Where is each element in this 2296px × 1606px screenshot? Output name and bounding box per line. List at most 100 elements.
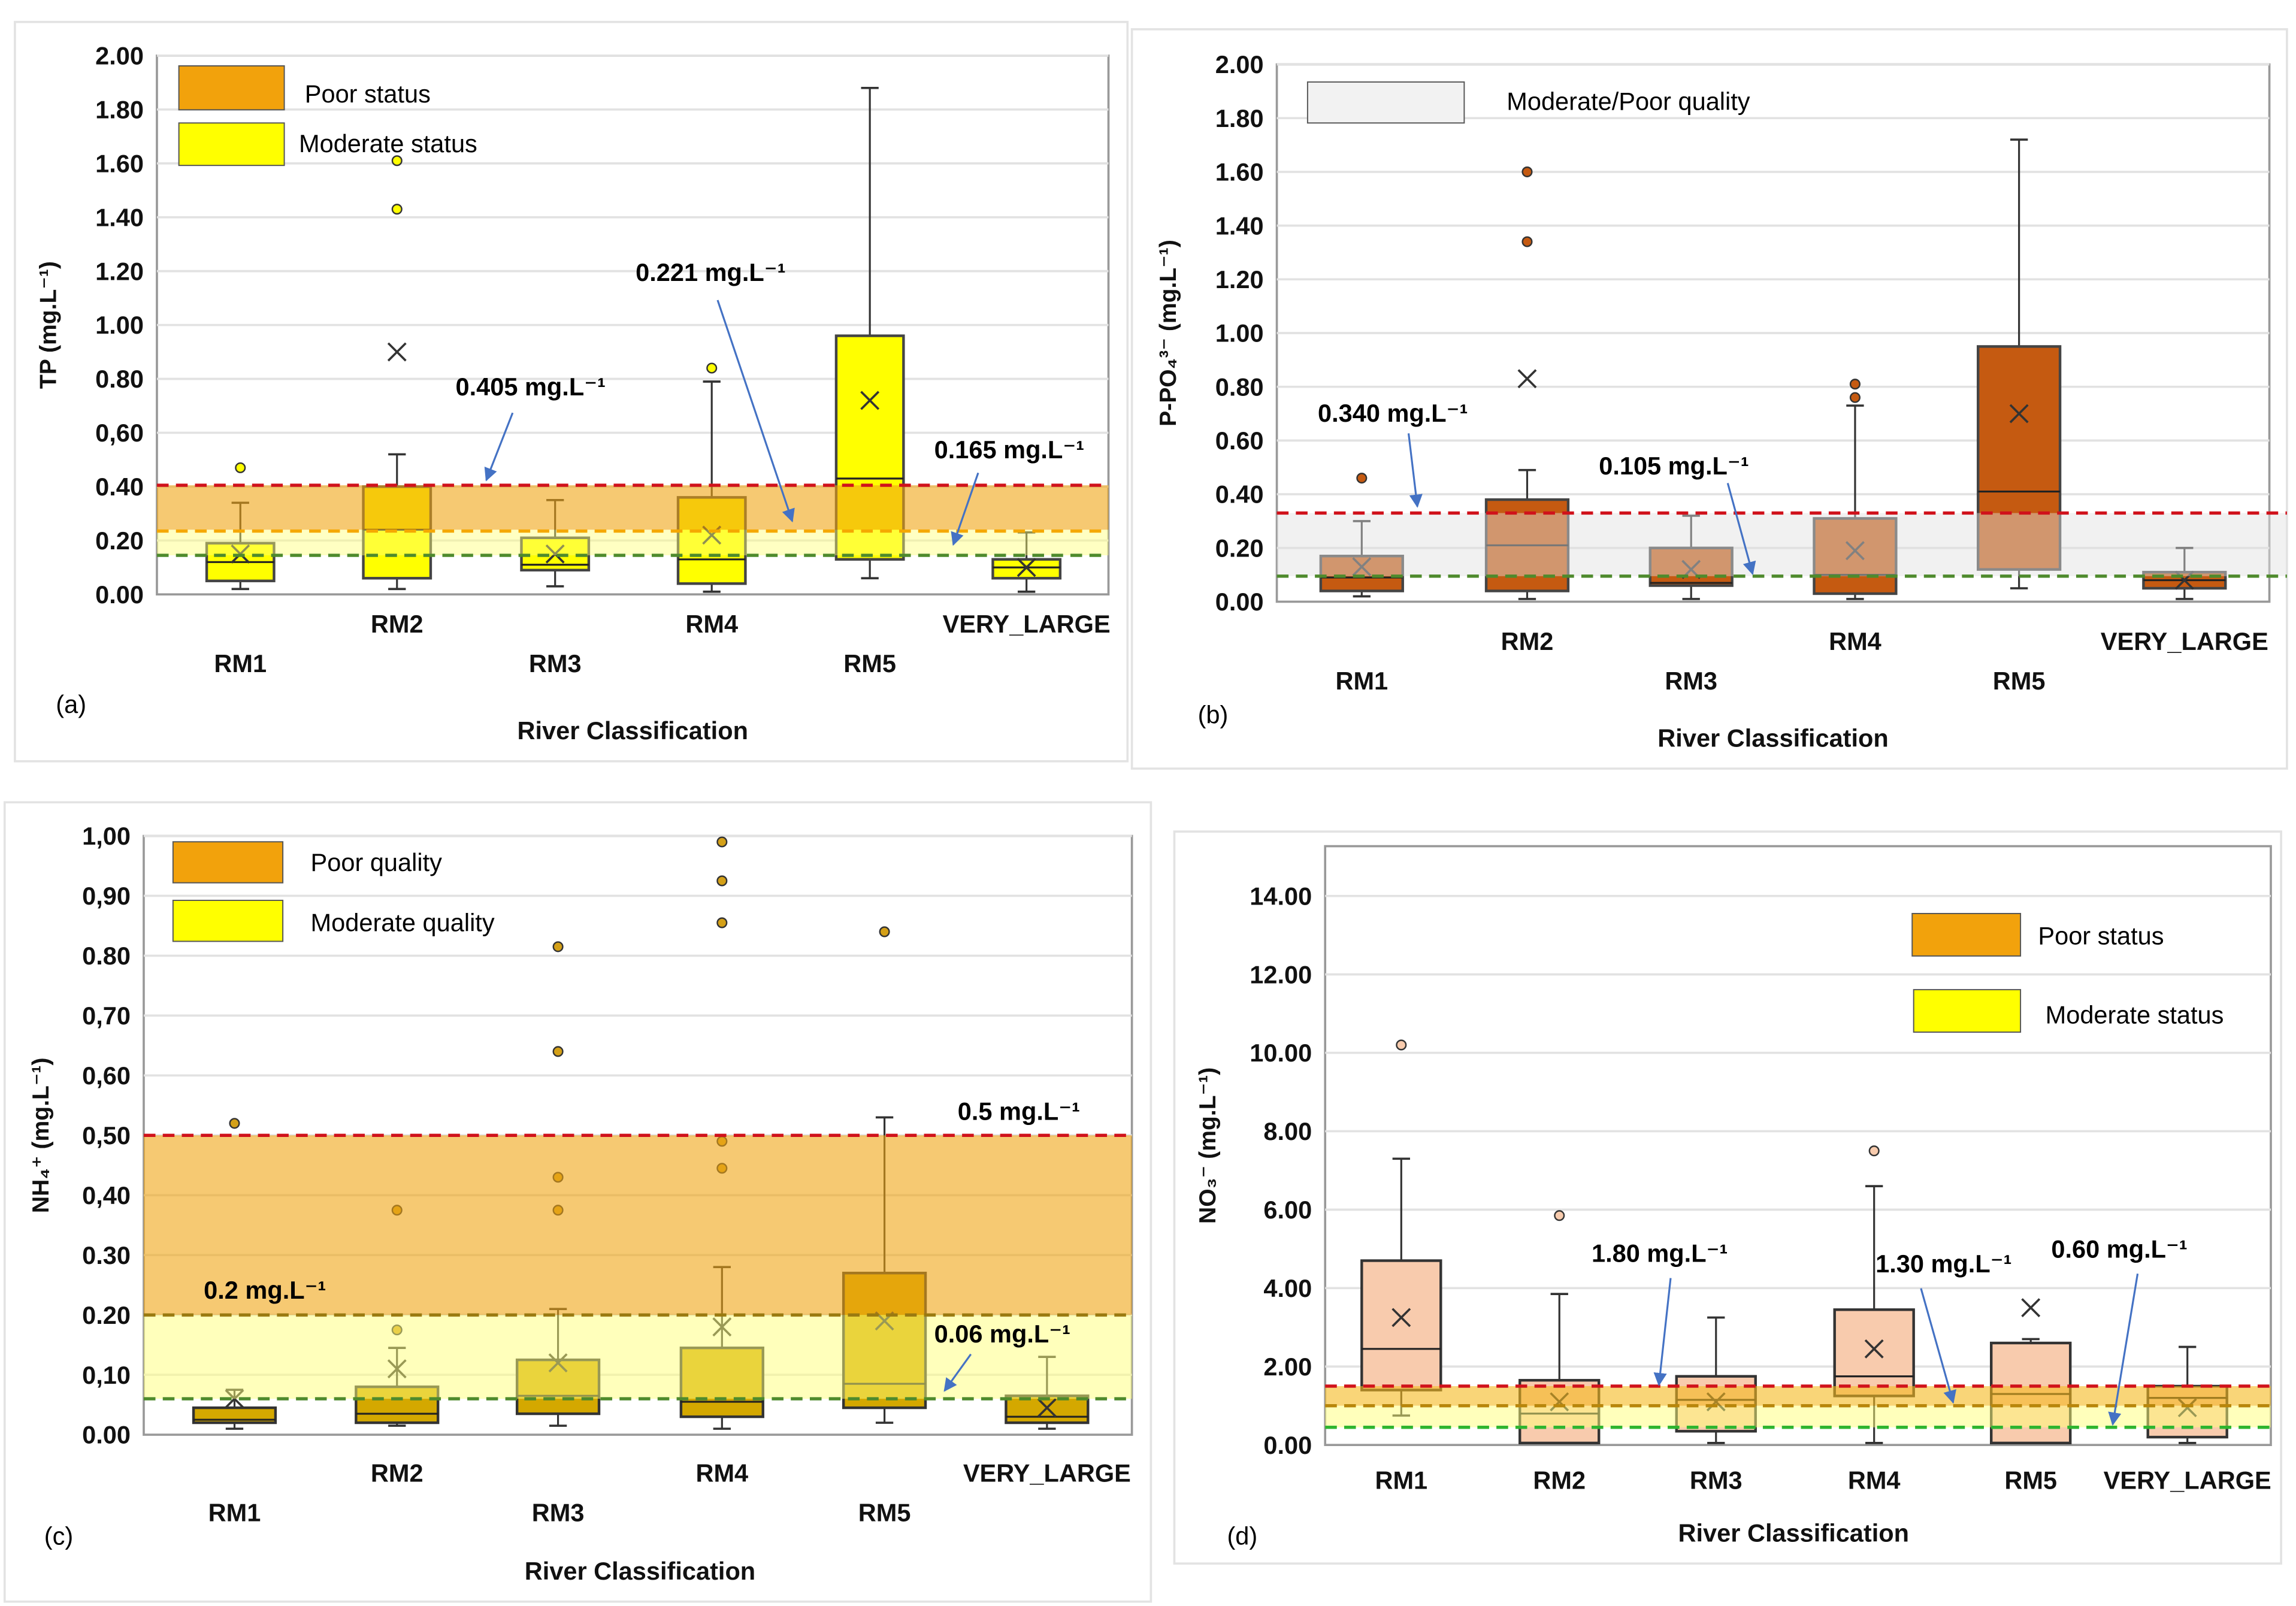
- box-iqr: [1648, 546, 1734, 587]
- panel-d: 0.00 2.00 4.00 6.00 8.00 10.00 12.00 14.00 RM1 RM…: [1173, 830, 2282, 1565]
- x-tick-label: RM4: [1848, 1466, 1901, 1494]
- y-axis-label: NH₄⁺ (mg.L⁻¹): [28, 1057, 54, 1213]
- y-tick-label: 0.30: [82, 1241, 131, 1269]
- x-tick-label: VERY_LARGE: [2104, 1466, 2271, 1494]
- threshold-annotation: 0.405 mg.L⁻¹: [456, 373, 606, 401]
- y-tick-label: 1.60: [95, 149, 144, 177]
- mean-marker: [1037, 1398, 1057, 1418]
- x-tick-label: VERY_LARGE: [963, 1459, 1131, 1487]
- panel-tag: (d): [1227, 1522, 1257, 1550]
- x-tick-label: RM3: [1690, 1466, 1743, 1494]
- panel-c: 0.00 0,10 0.20 0.30 0,40 0,50 0,60 0,70 0.80 0,90…: [3, 801, 1152, 1603]
- y-tick-label: 0,10: [82, 1361, 131, 1389]
- panel-tag: (b): [1198, 700, 1229, 728]
- outlier-point: [391, 155, 403, 167]
- outlier-point: [1849, 379, 1861, 390]
- outlier-point: [391, 204, 403, 215]
- y-tick-label: 14.00: [1250, 882, 1312, 910]
- outlier-point: [235, 462, 246, 473]
- mean-marker: [1391, 1308, 1411, 1327]
- box-RM3: [1648, 515, 1734, 600]
- box-VERY_LARGE: [2142, 546, 2227, 600]
- x-tick-label: RM1: [214, 649, 267, 678]
- x-tick-label: RM4: [685, 610, 738, 638]
- box-iqr: [1813, 517, 1898, 595]
- x-axis-label: River Classification: [1678, 1519, 1909, 1547]
- y-tick-label: 1.00: [1215, 319, 1264, 347]
- y-tick-label: 12.00: [1250, 960, 1312, 988]
- mean-marker: [1517, 369, 1537, 389]
- mean-marker: [1864, 1339, 1884, 1359]
- mean-marker: [1352, 557, 1372, 577]
- outlier-point: [706, 362, 718, 374]
- y-tick-label: 0.00: [1263, 1431, 1312, 1459]
- y-tick-label: 1,00: [82, 822, 131, 850]
- y-tick-label: 0.00: [1215, 588, 1264, 616]
- y-tick-label: 0,50: [82, 1121, 131, 1150]
- y-tick-label: 1.00: [95, 311, 144, 339]
- threshold-band: [1325, 1386, 2271, 1406]
- outlier-point: [229, 1118, 240, 1129]
- legend-label: Moderate status: [2046, 1000, 2224, 1029]
- annotation-arrow: [943, 1353, 972, 1392]
- panel-tag: (a): [56, 690, 86, 718]
- outlier-point: [716, 836, 728, 848]
- threshold-band: [143, 1315, 1132, 1399]
- y-tick-label: 0.40: [95, 473, 144, 501]
- y-tick-label: 0,40: [82, 1181, 131, 1209]
- legend-label: Moderate quality: [311, 908, 495, 936]
- x-tick-label: RM2: [1501, 627, 1554, 655]
- y-tick-label: 0,70: [82, 1002, 131, 1030]
- y-tick-label: 0.20: [82, 1301, 131, 1329]
- legend-label: Poor status: [305, 80, 431, 108]
- legend-label: Poor status: [2038, 921, 2164, 949]
- mean-marker: [2021, 1298, 2041, 1318]
- box-iqr: [1977, 345, 2062, 571]
- y-tick-label: 0.00: [95, 580, 144, 609]
- box-iqr: [1360, 1259, 1442, 1392]
- box-RM1: [205, 462, 276, 591]
- y-tick-label: 2.00: [95, 42, 144, 70]
- y-tick-label: 0.80: [95, 365, 144, 393]
- plot-area: [1324, 845, 2272, 1446]
- x-tick-label: RM1: [1335, 667, 1388, 695]
- y-tick-label: 10.00: [1250, 1039, 1312, 1067]
- y-tick-label: 0.40: [1215, 480, 1264, 509]
- y-tick-label: 4.00: [1263, 1274, 1312, 1302]
- y-axis-label: TP (mg.L⁻¹): [35, 261, 61, 389]
- box-RM4: [1833, 1145, 1915, 1444]
- annotation-arrow: [2108, 1273, 2139, 1426]
- threshold-annotation: 0.60 mg.L⁻¹: [2051, 1235, 2187, 1263]
- outlier-point: [879, 926, 890, 937]
- annotation-arrow: [1653, 1278, 1672, 1387]
- x-tick-label: RM4: [1829, 627, 1881, 655]
- y-tick-label: 0,60: [82, 1061, 131, 1090]
- outlier-point: [1868, 1145, 1880, 1157]
- box-RM1: [1360, 1039, 1442, 1417]
- outlier-point: [1521, 236, 1533, 247]
- box-RM4: [1813, 379, 1898, 600]
- mean-marker: [2009, 404, 2029, 424]
- y-axis-label: NO₃⁻ (mg.L⁻¹): [1195, 1067, 1221, 1224]
- threshold-annotation: 0.165 mg.L⁻¹: [934, 435, 1084, 464]
- x-tick-label: VERY_LARGE: [2101, 627, 2268, 655]
- x-axis-label: River Classification: [525, 1557, 755, 1585]
- x-tick-label: RM2: [371, 1459, 423, 1487]
- outlier-point: [1521, 166, 1533, 177]
- threshold-band: [143, 1135, 1132, 1315]
- panel-b: 0.00 0.20 0.40 0.60 0.80 1.00 1.20 1.40 1.60 1.80…: [1130, 28, 2288, 770]
- x-tick-label: RM5: [843, 649, 896, 678]
- y-tick-label: 1.80: [1215, 104, 1264, 132]
- x-tick-label: RM5: [1993, 667, 2046, 695]
- y-tick-label: 0.20: [1215, 534, 1264, 562]
- mean-marker: [860, 391, 880, 410]
- x-axis-label: River Classification: [1657, 724, 1888, 752]
- y-tick-label: 0,90: [82, 882, 131, 910]
- box-RM5: [1977, 138, 2062, 589]
- box-VERY_LARGE: [991, 531, 1062, 593]
- x-tick-label: RM1: [1375, 1466, 1427, 1494]
- legend-swatch: [178, 122, 285, 167]
- x-axis-label: River Classification: [517, 716, 748, 745]
- y-tick-label: 1.40: [1215, 211, 1264, 240]
